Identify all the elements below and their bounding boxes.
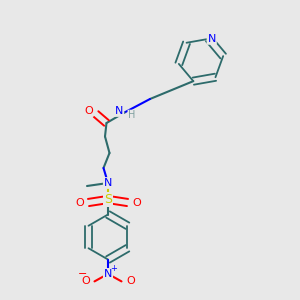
Text: O: O bbox=[126, 276, 135, 286]
Text: H: H bbox=[128, 110, 136, 121]
Text: O: O bbox=[75, 197, 84, 208]
Text: N: N bbox=[208, 34, 216, 44]
Text: O: O bbox=[81, 276, 90, 286]
Text: O: O bbox=[132, 197, 141, 208]
Text: N: N bbox=[104, 178, 112, 188]
Text: −: − bbox=[78, 269, 87, 279]
Text: +: + bbox=[110, 264, 117, 273]
Text: N: N bbox=[104, 269, 112, 279]
Text: N: N bbox=[115, 106, 123, 116]
Text: O: O bbox=[84, 106, 93, 116]
Text: S: S bbox=[104, 193, 112, 206]
